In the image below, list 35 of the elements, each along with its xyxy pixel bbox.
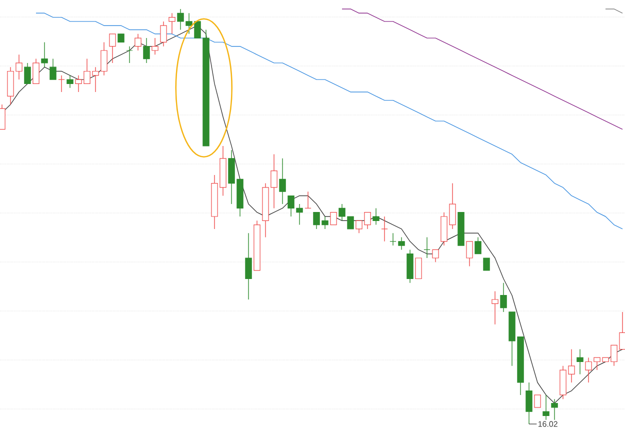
candlestick — [474, 236, 482, 254]
candlestick — [245, 232, 252, 300]
candlestick — [58, 75, 65, 92]
candlestick — [134, 34, 142, 51]
candlestick — [66, 75, 74, 88]
candlestick — [390, 232, 396, 246]
candlestick — [279, 158, 286, 204]
candlestick — [304, 191, 312, 209]
candlestick — [424, 236, 430, 258]
candlestick — [330, 212, 337, 226]
candlestick — [160, 21, 167, 47]
candlestick — [526, 382, 532, 424]
candlestick — [372, 208, 380, 226]
candlestick — [50, 58, 56, 80]
candlestick — [381, 216, 388, 242]
candlestick — [415, 258, 422, 280]
candlestick — [152, 38, 158, 55]
candlestick — [483, 258, 490, 271]
candlestick — [398, 236, 405, 250]
candlestick — [534, 394, 541, 408]
candlestick — [143, 38, 150, 64]
candlestick — [168, 12, 176, 34]
candlestick — [466, 241, 473, 267]
candlestick — [41, 42, 48, 68]
candlestick — [32, 58, 40, 84]
candlestick — [109, 34, 116, 64]
candlestick — [24, 62, 31, 84]
candlestick — [551, 398, 558, 420]
candlestick — [126, 46, 133, 64]
candlestick — [500, 282, 507, 312]
candlestick — [542, 394, 550, 420]
candlestick — [492, 290, 498, 325]
candlestick — [0, 104, 6, 130]
candlestick — [432, 249, 439, 262]
candlestick — [576, 348, 584, 375]
